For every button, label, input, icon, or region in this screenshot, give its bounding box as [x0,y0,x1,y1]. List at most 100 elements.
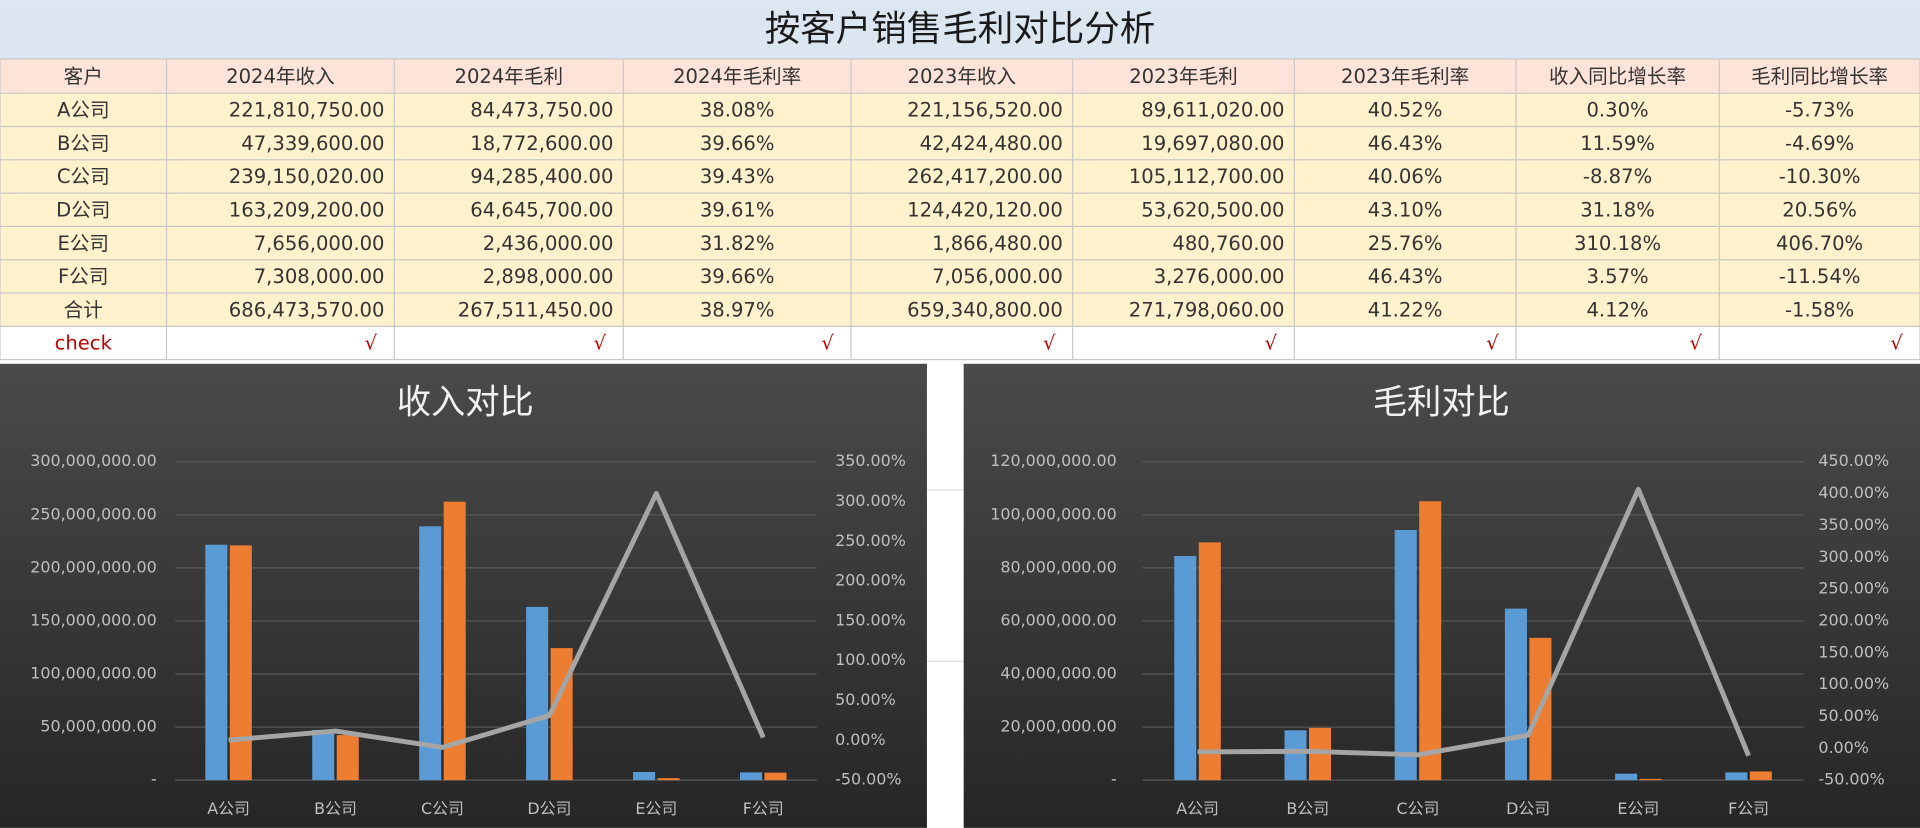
table-cell: 39.43% [700,165,775,188]
bar [1615,773,1638,781]
table-cell: 40.06% [1368,165,1443,188]
table-cell: 40.52% [1368,99,1443,122]
table-cell: 2,898,000.00 [483,265,614,288]
table-cell: 124,420,120.00 [907,198,1063,221]
check-cell: √ [1043,332,1056,355]
table-cell: 94,285,400.00 [470,165,613,188]
x-tick-label: A公司 [1176,799,1219,818]
chart-background [963,363,1920,828]
bar [1639,778,1662,781]
x-tick-label: E公司 [1617,799,1659,818]
table-cell: A公司 [57,99,110,122]
y2-tick-label: 250.00% [835,531,906,550]
table-cell: 20.56% [1782,198,1857,221]
column-header: 2024年毛利 [454,65,563,88]
x-tick-label: C公司 [1396,799,1439,818]
table-cell: -1.58% [1785,298,1854,321]
table-cell: 262,417,200.00 [907,165,1063,188]
table-cell: B公司 [57,132,110,155]
y2-tick-label: 200.00% [1818,610,1889,629]
y-tick-label: 150,000,000.00 [30,610,157,629]
x-tick-label: D公司 [527,799,571,818]
line-series [228,490,766,750]
check-cell: √ [1890,332,1903,355]
table-cell: 31.82% [700,232,775,255]
table-cell: 18,772,600.00 [470,132,613,155]
table-cell: 39.61% [700,198,775,221]
y2-tick-label: 350.00% [835,451,906,470]
column-header: 2024年毛利率 [673,65,801,88]
table-cell: 19,697,080.00 [1141,132,1284,155]
table-cell: 46.43% [1368,132,1443,155]
x-tick-label: F公司 [1728,799,1769,818]
y-tick-label: 100,000,000.00 [990,504,1117,523]
x-tick-label: C公司 [421,799,464,818]
y-tick-label: 300,000,000.00 [30,451,157,470]
y2-tick-label: 50.00% [835,690,896,709]
bar [1198,542,1221,781]
y2-tick-label: 400.00% [1818,483,1889,502]
table-cell: 3.57% [1586,265,1648,288]
bar [633,771,656,781]
y2-tick-label: 50.00% [1818,706,1879,725]
table-cell: 64,645,700.00 [470,198,613,221]
table-cell: 84,473,750.00 [470,99,613,122]
y2-tick-label: 150.00% [1818,642,1889,661]
table-cell: 4.12% [1586,298,1648,321]
x-tick-label: F公司 [743,799,784,818]
y-tick-label: 100,000,000.00 [30,663,157,682]
table-cell: 221,156,520.00 [907,99,1063,122]
table-cell: 39.66% [700,265,775,288]
bar [419,526,442,781]
bar [1394,529,1417,781]
y2-tick-label: 0.00% [835,730,886,749]
y2-tick-label: -50.00% [1818,770,1884,789]
y2-tick-label: -50.00% [835,770,901,789]
table-cell: E公司 [57,232,109,255]
table-cell: 239,150,020.00 [229,165,385,188]
bar [1419,501,1442,781]
bar [764,772,787,781]
table-cell: 合计 [64,298,103,321]
y-tick-label: - [151,770,157,789]
table-cell: C公司 [57,165,110,188]
table-cell: 25.76% [1368,232,1443,255]
y-tick-label: 50,000,000.00 [40,717,156,736]
column-header: 2023年毛利率 [1341,65,1469,88]
bar [205,544,228,781]
check-cell: √ [365,332,378,355]
bar [1725,772,1748,781]
bar [740,772,763,781]
y2-tick-label: 100.00% [835,650,906,669]
table-cell: 38.97% [700,298,775,321]
table-cell: 659,340,800.00 [907,298,1063,321]
column-header: 客户 [64,65,103,88]
y-tick-label: - [1111,770,1117,789]
table-cell: -10.30% [1779,165,1861,188]
table-cell: 47,339,600.00 [241,132,384,155]
table-cell: 11.59% [1580,132,1655,155]
bar [1749,771,1772,781]
bar [312,729,335,781]
data-rows [0,93,1920,327]
table-cell: -5.73% [1785,99,1854,122]
y-tick-label: 120,000,000.00 [990,451,1117,470]
table-cell: 0.30% [1586,99,1648,122]
bar [657,778,680,781]
bar [1504,608,1527,781]
table-cell: 2,436,000.00 [483,232,614,255]
chart-title: 收入对比 [397,383,534,423]
table-cell: 271,798,060.00 [1129,298,1285,321]
title-row [0,0,1920,59]
bar [526,606,549,781]
table-cell: 406.70% [1776,232,1863,255]
check-cell: check [55,332,113,355]
table-cell: 7,656,000.00 [254,232,385,255]
table-cell: 480,760.00 [1172,232,1284,255]
column-header: 2023年毛利 [1129,65,1238,88]
column-header: 毛利同比增长率 [1751,65,1888,88]
y-tick-label: 20,000,000.00 [1000,717,1116,736]
check-cell: √ [821,332,834,355]
